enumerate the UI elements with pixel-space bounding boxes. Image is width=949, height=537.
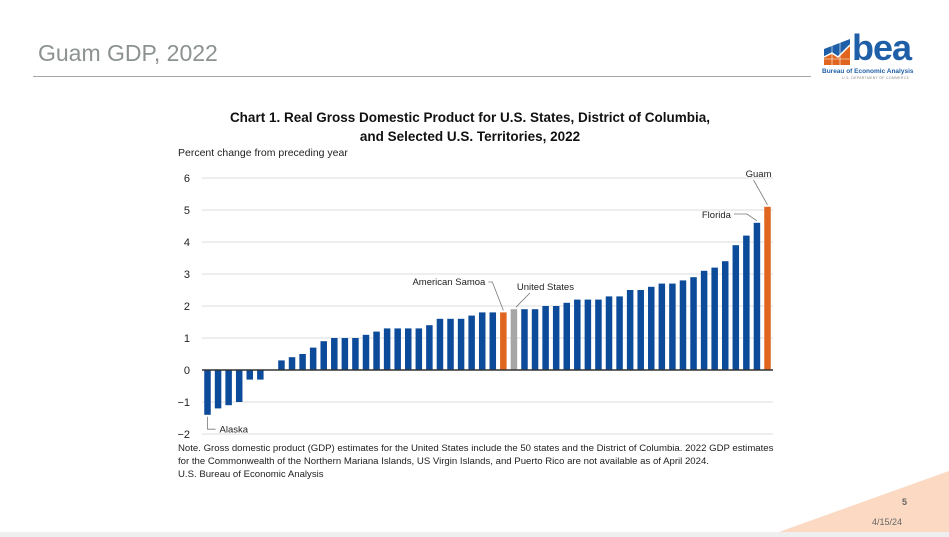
annotation-label: Guam [746, 169, 772, 180]
bar [721, 261, 729, 370]
y-tick-label: −1 [177, 397, 190, 409]
annotation-label: Alaska [220, 425, 249, 436]
chart-title: Chart 1. Real Gross Domestic Product for… [170, 108, 770, 146]
y-tick-label: 6 [184, 173, 190, 185]
bea-wordmark: bea [852, 27, 912, 68]
bar [690, 277, 697, 370]
bar [225, 370, 232, 406]
bar [320, 341, 327, 370]
bar [383, 328, 391, 370]
y-tick-label: 0 [184, 365, 190, 377]
bar [510, 309, 518, 370]
bar [574, 299, 581, 370]
chart-note: Note. Gross domestic product (GDP) estim… [178, 442, 778, 481]
bar [563, 302, 570, 370]
bar [257, 370, 264, 380]
bar [648, 286, 655, 370]
y-axis-label: Percent change from preceding year [178, 147, 348, 159]
bar [542, 306, 549, 370]
bar [711, 267, 718, 370]
bar [669, 283, 676, 370]
bar [341, 338, 349, 370]
bea-logo: bea Bureau of Economic Analysis U.S. DEP… [822, 27, 940, 83]
bar [489, 312, 497, 370]
y-tick-label: −2 [177, 429, 190, 441]
bar [764, 206, 771, 370]
bar [214, 370, 222, 409]
annotation-leader-line [488, 281, 504, 311]
y-tick-label: 1 [184, 333, 190, 345]
y-tick-label: 4 [184, 237, 190, 249]
bar [595, 299, 602, 370]
bar [478, 312, 486, 370]
bea-subtitle: Bureau of Economic Analysis [822, 68, 914, 75]
bar [299, 354, 306, 370]
annotation-label: United States [517, 282, 574, 293]
bar [732, 245, 740, 370]
bar [278, 360, 285, 370]
bea-department: U.S. DEPARTMENT OF COMMERCE [842, 76, 910, 80]
bar [552, 306, 560, 370]
bar [743, 235, 750, 370]
bar [362, 334, 370, 370]
bar [373, 331, 380, 370]
slide-date: 4/15/24 [872, 517, 903, 527]
annotation-label: American Samoa [412, 277, 486, 288]
bar [468, 315, 475, 370]
page-number: 5 [902, 497, 908, 507]
bar [679, 280, 687, 370]
bar [521, 309, 528, 370]
chart-title-line1: Chart 1. Real Gross Domestic Product for… [229, 110, 711, 125]
bar [584, 299, 592, 370]
bar [288, 357, 296, 370]
bar [531, 309, 539, 370]
source-text: U.S. Bureau of Economic Analysis [178, 469, 324, 480]
bar [415, 328, 423, 370]
bar [605, 296, 613, 370]
bar [626, 290, 634, 370]
annotation-leader-line [733, 213, 758, 222]
annotation-label: Florida [702, 210, 732, 221]
bar [246, 370, 254, 380]
bar [394, 328, 401, 370]
bar [500, 312, 507, 370]
bar [352, 338, 359, 370]
corner-decoration [765, 471, 949, 537]
bar [700, 270, 708, 370]
bar [436, 318, 444, 370]
bea-logo-icon [823, 39, 851, 65]
annotation-leader-line [207, 416, 216, 430]
bar [753, 222, 761, 370]
bar [616, 296, 623, 370]
bar [235, 370, 243, 402]
bar [658, 283, 666, 370]
bar [637, 290, 644, 370]
bar [426, 325, 433, 370]
y-tick-label: 2 [184, 301, 190, 313]
annotation-leader-line [753, 179, 768, 205]
note-text: Note. Gross domestic product (GDP) estim… [178, 443, 774, 467]
bar [457, 318, 465, 370]
title-divider [33, 76, 811, 77]
bottom-strip [0, 532, 949, 537]
bar [405, 328, 412, 370]
chart-title-line2: and Selected U.S. Territories, 2022 [359, 129, 581, 144]
annotation-leader-line [515, 292, 531, 308]
bar [309, 347, 317, 370]
bar [204, 370, 211, 415]
y-tick-label: 3 [184, 269, 190, 281]
slide-title: Guam GDP, 2022 [38, 40, 218, 66]
bar [447, 318, 454, 370]
bar [331, 338, 338, 370]
y-tick-label: 5 [184, 205, 190, 217]
